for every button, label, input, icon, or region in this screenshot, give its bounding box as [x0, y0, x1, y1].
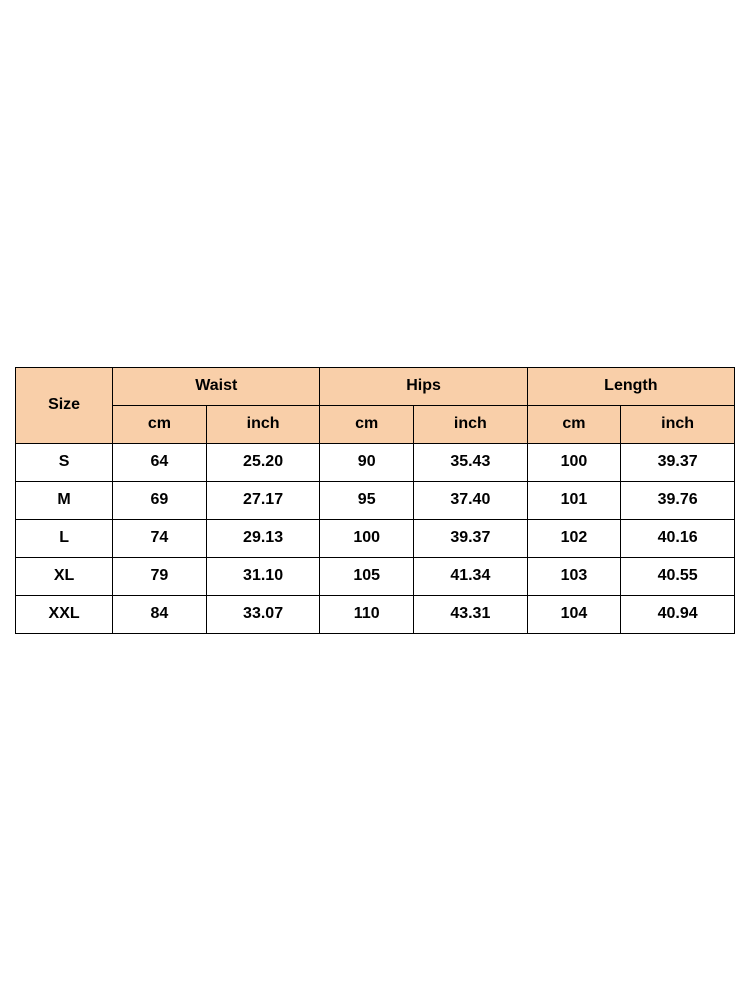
cell-length-inch: 40.16: [621, 519, 735, 557]
cell-size: XL: [16, 557, 113, 595]
cell-waist-inch: 31.10: [206, 557, 320, 595]
cell-size: M: [16, 481, 113, 519]
cell-waist-cm: 74: [113, 519, 207, 557]
cell-hips-cm: 95: [320, 481, 414, 519]
cell-size: S: [16, 443, 113, 481]
cell-length-cm: 103: [527, 557, 621, 595]
table-row: M 69 27.17 95 37.40 101 39.76: [16, 481, 735, 519]
cell-length-inch: 40.55: [621, 557, 735, 595]
cell-waist-cm: 79: [113, 557, 207, 595]
cell-waist-inch: 25.20: [206, 443, 320, 481]
cell-length-cm: 102: [527, 519, 621, 557]
cell-length-inch: 39.76: [621, 481, 735, 519]
cell-hips-inch: 41.34: [413, 557, 527, 595]
cell-waist-cm: 64: [113, 443, 207, 481]
cell-length-cm: 101: [527, 481, 621, 519]
table-row: L 74 29.13 100 39.37 102 40.16: [16, 519, 735, 557]
cell-size: XXL: [16, 595, 113, 633]
table-row: XXL 84 33.07 110 43.31 104 40.94: [16, 595, 735, 633]
cell-size: L: [16, 519, 113, 557]
header-length-cm: cm: [527, 405, 621, 443]
header-row-1: Size Waist Hips Length: [16, 367, 735, 405]
header-hips: Hips: [320, 367, 527, 405]
cell-length-inch: 40.94: [621, 595, 735, 633]
header-hips-inch: inch: [413, 405, 527, 443]
cell-length-cm: 104: [527, 595, 621, 633]
header-hips-cm: cm: [320, 405, 414, 443]
size-chart-container: Size Waist Hips Length cm inch cm inch c…: [15, 367, 735, 634]
header-row-2: cm inch cm inch cm inch: [16, 405, 735, 443]
cell-hips-cm: 110: [320, 595, 414, 633]
cell-length-cm: 100: [527, 443, 621, 481]
header-waist-inch: inch: [206, 405, 320, 443]
cell-waist-inch: 29.13: [206, 519, 320, 557]
cell-hips-cm: 100: [320, 519, 414, 557]
cell-waist-inch: 27.17: [206, 481, 320, 519]
cell-hips-inch: 35.43: [413, 443, 527, 481]
cell-hips-inch: 39.37: [413, 519, 527, 557]
header-waist-cm: cm: [113, 405, 207, 443]
header-length: Length: [527, 367, 734, 405]
size-chart-body: S 64 25.20 90 35.43 100 39.37 M 69 27.17…: [16, 443, 735, 633]
size-chart-table: Size Waist Hips Length cm inch cm inch c…: [15, 367, 735, 634]
header-size: Size: [16, 367, 113, 443]
table-row: S 64 25.20 90 35.43 100 39.37: [16, 443, 735, 481]
table-row: XL 79 31.10 105 41.34 103 40.55: [16, 557, 735, 595]
header-length-inch: inch: [621, 405, 735, 443]
header-waist: Waist: [113, 367, 320, 405]
cell-hips-cm: 90: [320, 443, 414, 481]
cell-waist-cm: 69: [113, 481, 207, 519]
cell-waist-inch: 33.07: [206, 595, 320, 633]
cell-waist-cm: 84: [113, 595, 207, 633]
cell-length-inch: 39.37: [621, 443, 735, 481]
cell-hips-cm: 105: [320, 557, 414, 595]
cell-hips-inch: 43.31: [413, 595, 527, 633]
cell-hips-inch: 37.40: [413, 481, 527, 519]
